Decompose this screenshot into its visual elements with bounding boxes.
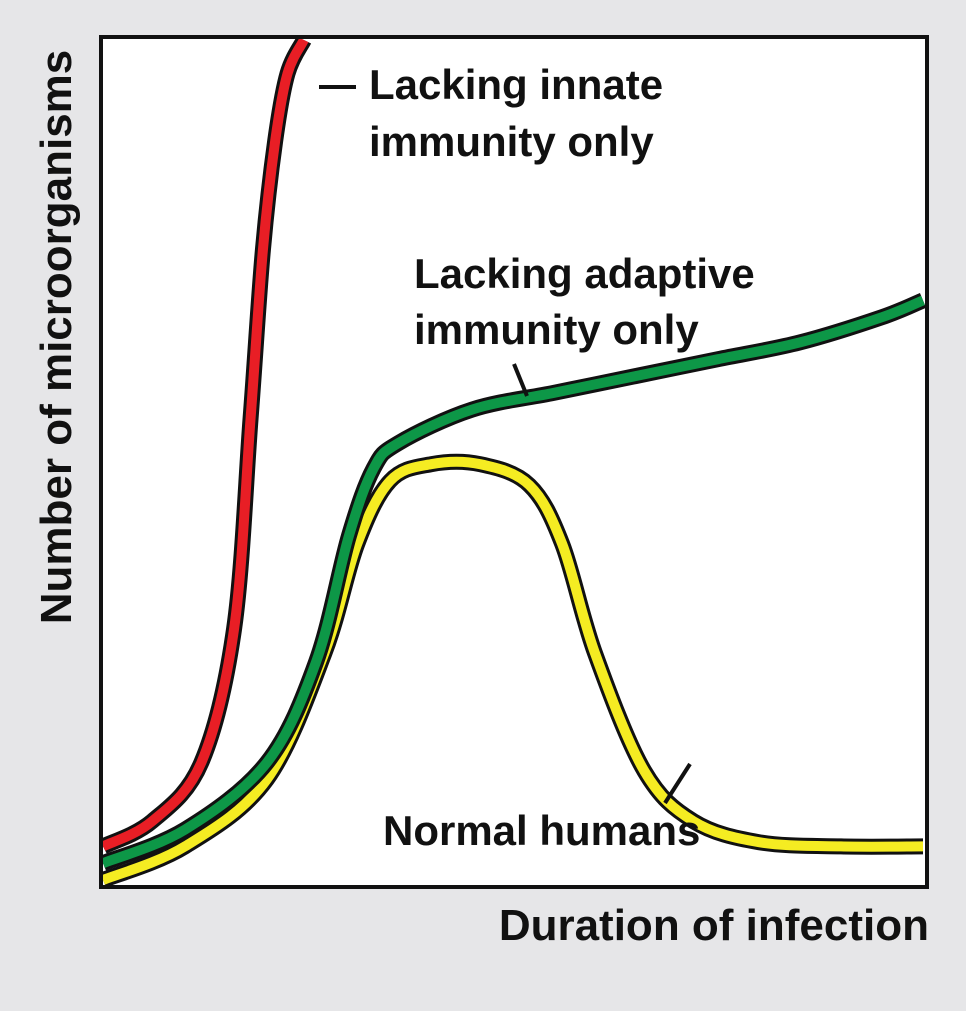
leader-normal bbox=[663, 762, 692, 805]
series-label-normal: Normal humans bbox=[383, 807, 700, 854]
series-label-adaptive-line1: Lacking adaptive bbox=[414, 250, 755, 297]
series-line-adaptive bbox=[103, 295, 925, 868]
plot-background bbox=[101, 37, 927, 887]
plot-area-frame bbox=[99, 35, 929, 889]
series-label-innate-line2: immunity only bbox=[369, 118, 654, 165]
series-label-innate-line1: Lacking innate bbox=[369, 61, 663, 108]
series-label-adaptive-line2: immunity only bbox=[414, 306, 699, 353]
series-line-innate bbox=[103, 39, 309, 851]
leader-adaptive bbox=[512, 363, 529, 397]
plot-curves bbox=[103, 39, 925, 885]
x-axis-label: Duration of infection bbox=[499, 901, 929, 950]
label-leaders bbox=[319, 85, 692, 805]
y-axis-label: Number of microorganisms bbox=[32, 50, 81, 625]
series-labels: Lacking innate immunity only Lacking ada… bbox=[369, 61, 755, 854]
